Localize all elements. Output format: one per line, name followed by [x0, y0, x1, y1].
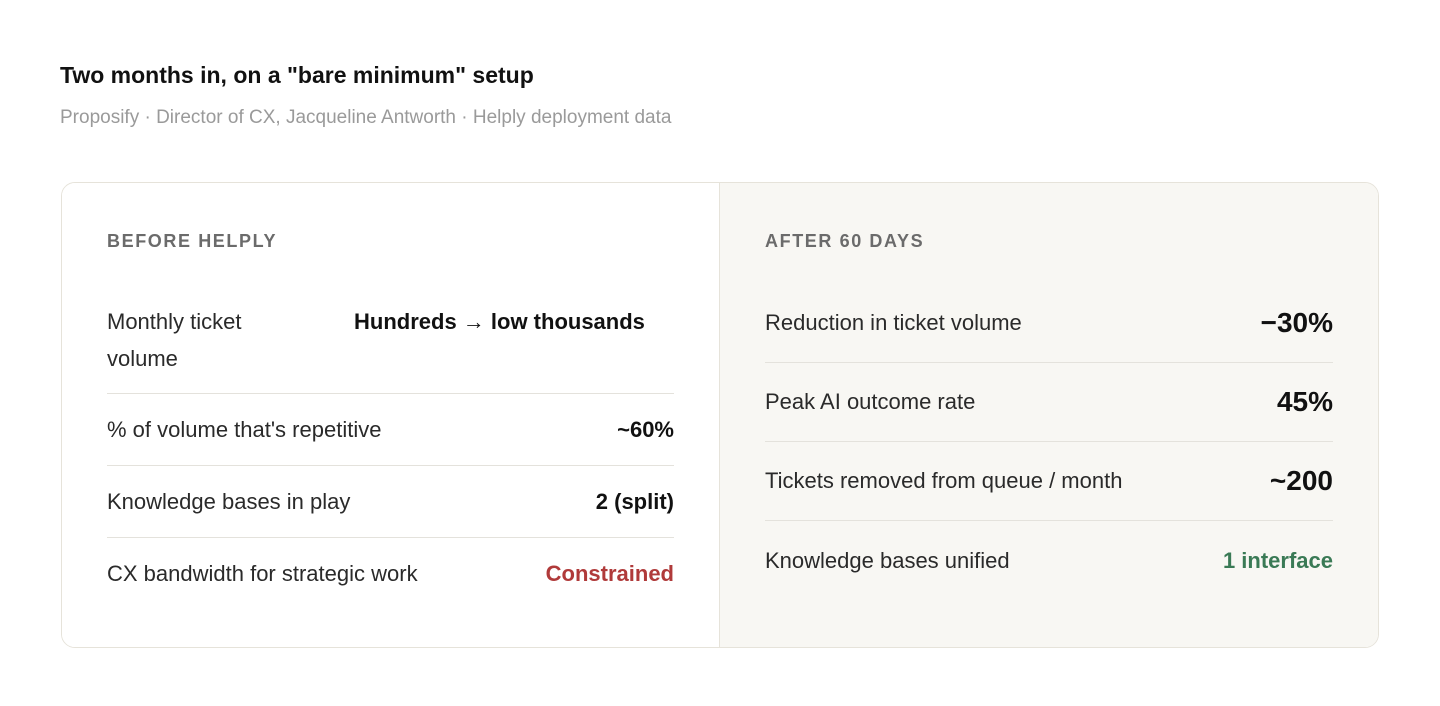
label: % of volume that's repetitive — [107, 416, 382, 442]
row: Peak AI outcome rate 45% — [765, 363, 1333, 442]
row: % of volume that's repetitive ~60% — [107, 394, 674, 466]
label: Monthly ticket volume — [107, 309, 242, 371]
value: 2 (split) — [595, 488, 674, 514]
row: Reduction in ticket volume −30% — [765, 284, 1333, 363]
comparison-card: BEFORE HELPLY Monthly ticket volume Hundr… — [61, 182, 1379, 648]
before-panel: BEFORE HELPLY Monthly ticket volume Hundr… — [62, 183, 720, 647]
label: Tickets removed from queue / month — [765, 468, 1123, 493]
value: Hundreds → low thousands — [354, 309, 645, 334]
subtitle: Proposify · Director of CX, Jacqueline A… — [60, 107, 672, 128]
panel-heading: BEFORE HELPLY — [107, 231, 278, 251]
value: 1 interface — [1222, 547, 1333, 573]
after-panel: AFTER 60 DAYS Reduction in ticket volume… — [720, 183, 1378, 647]
row: Knowledge bases in play 2 (split) — [107, 466, 674, 538]
label: Knowledge bases unified — [765, 547, 1010, 573]
row: CX bandwidth for strategic work Constrain… — [107, 538, 674, 610]
panel-heading: AFTER 60 DAYS — [765, 231, 925, 251]
row: Knowledge bases unified 1 interface — [765, 521, 1333, 600]
value: ~200 — [1269, 465, 1333, 496]
value: ~60% — [617, 416, 674, 442]
rows: Reduction in ticket volume −30% Peak AI o… — [765, 284, 1333, 600]
label: Reduction in ticket volume — [765, 310, 1022, 335]
title: Two months in, on a "bare minimum" setup — [60, 62, 534, 88]
label: CX bandwidth for strategic work — [107, 561, 418, 586]
value: 45% — [1276, 386, 1333, 417]
row: Monthly ticket volume Hundreds → low thou… — [107, 303, 674, 394]
value: Constrained — [545, 561, 674, 586]
rows: Monthly ticket volume Hundreds → low thou… — [107, 303, 674, 610]
label: Peak AI outcome rate — [765, 389, 976, 414]
label: Knowledge bases in play — [107, 488, 351, 514]
row: Tickets removed from queue / month ~200 — [765, 442, 1333, 521]
value: −30% — [1260, 307, 1333, 338]
